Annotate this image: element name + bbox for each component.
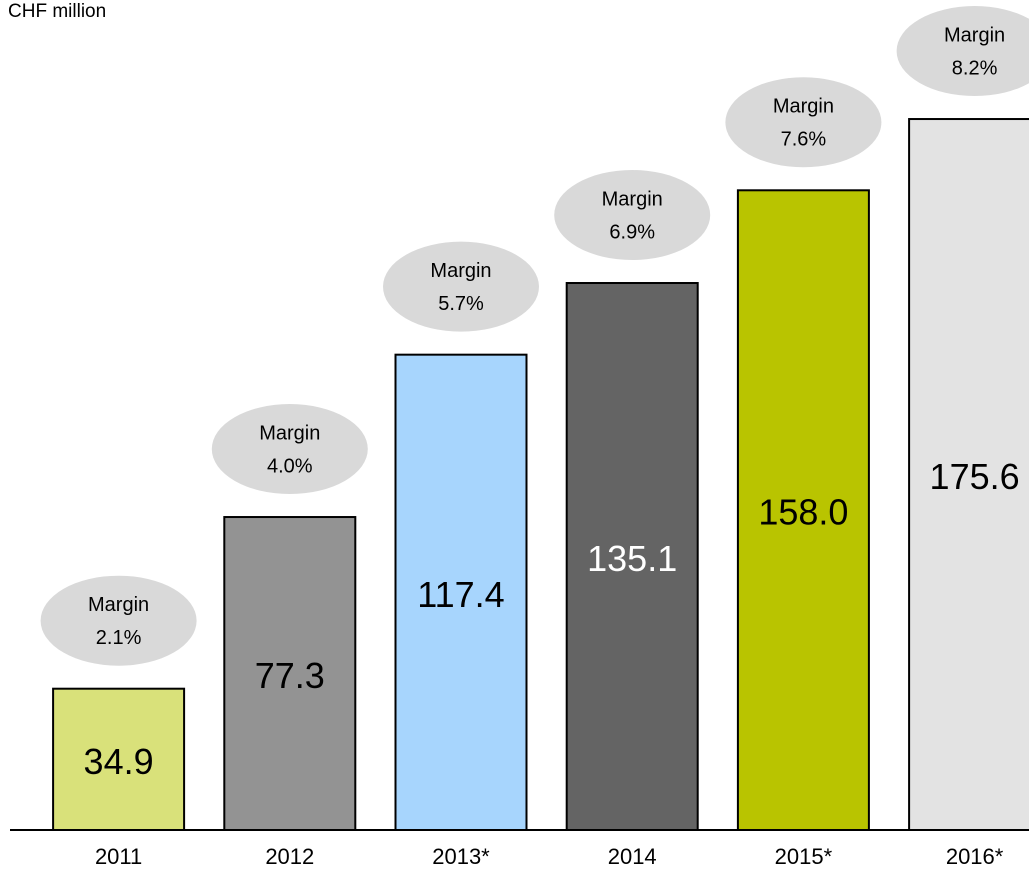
margin-bubble — [554, 170, 711, 261]
x-tick-label: 2012 — [265, 844, 314, 869]
chart-subtitle: CHF million — [8, 1, 106, 22]
x-tick-label: 2011 — [95, 844, 142, 869]
value-label: 135.1 — [587, 538, 677, 579]
value-label: 158.0 — [758, 492, 848, 533]
bar — [736, 189, 870, 832]
x-tick-label: 2014 — [608, 844, 657, 869]
value-label: 34.9 — [84, 741, 154, 782]
margin-bubble — [725, 77, 882, 168]
margin-label: 5.7% — [438, 293, 484, 315]
bar — [223, 516, 357, 832]
bar — [394, 353, 528, 831]
value-label: 175.6 — [930, 456, 1020, 497]
bar — [565, 282, 699, 831]
x-tick-label: 2013* — [432, 844, 490, 869]
margin-bubble — [40, 575, 197, 666]
margin-label: 6.9% — [609, 221, 655, 243]
margin-title: Margin — [430, 260, 491, 282]
margin-label: 2.1% — [96, 627, 142, 649]
margin-label: 4.0% — [267, 455, 313, 477]
bar — [52, 687, 186, 832]
margin-title: Margin — [602, 188, 663, 210]
bar — [908, 118, 1029, 832]
value-label: 77.3 — [255, 655, 325, 696]
value-label: 117.4 — [417, 574, 504, 615]
margin-title: Margin — [944, 24, 1005, 46]
margin-bubble — [896, 6, 1029, 97]
margin-label: 7.6% — [781, 129, 827, 151]
margin-label: 8.2% — [952, 57, 998, 79]
x-tick-label: 2015* — [775, 844, 833, 869]
margin-bubble — [211, 404, 368, 495]
x-tick-label: 2016* — [946, 844, 1004, 869]
margin-title: Margin — [773, 96, 834, 118]
margin-title: Margin — [259, 422, 320, 444]
margin-bubble — [383, 241, 539, 332]
margin-title: Margin — [88, 594, 149, 616]
